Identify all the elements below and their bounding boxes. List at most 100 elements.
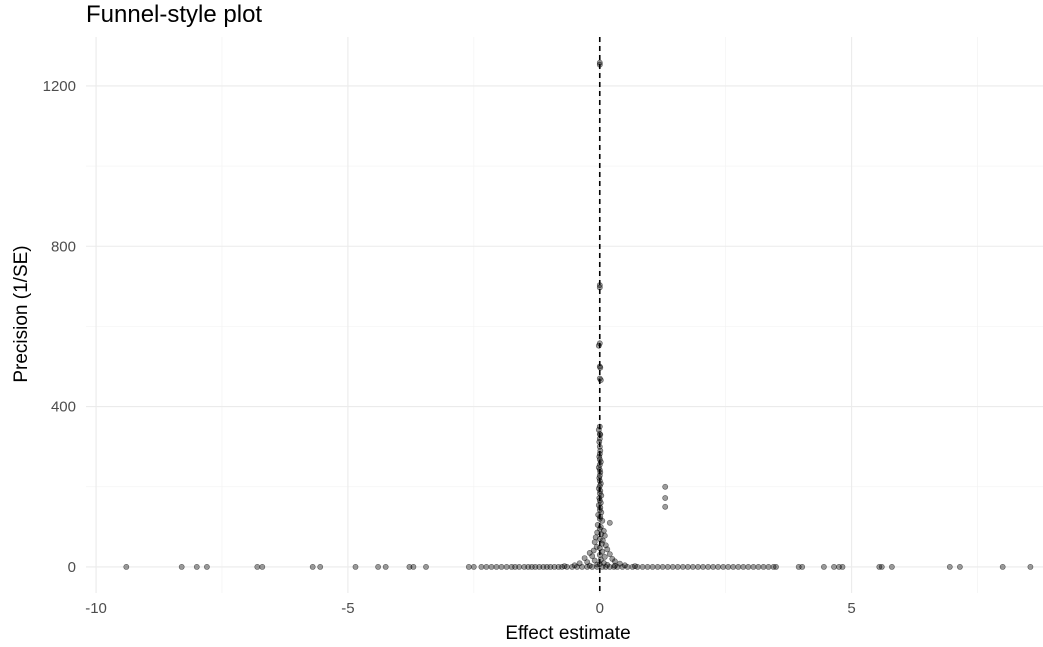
data-point xyxy=(725,564,732,570)
data-point xyxy=(662,483,669,490)
data-point xyxy=(710,564,716,570)
data-point xyxy=(601,532,608,539)
data-point xyxy=(664,564,671,570)
data-point xyxy=(589,553,596,559)
data-point xyxy=(639,564,646,570)
data-point xyxy=(755,564,762,570)
data-point xyxy=(203,564,210,570)
data-point xyxy=(606,564,613,570)
data-point xyxy=(512,564,518,570)
data-point xyxy=(685,564,691,570)
data-point xyxy=(551,564,558,570)
data-point xyxy=(634,564,641,570)
data-point xyxy=(669,564,676,570)
data-point xyxy=(574,564,580,570)
data-point xyxy=(595,342,602,349)
data-point xyxy=(597,377,604,383)
data-point xyxy=(193,564,200,570)
data-point xyxy=(878,564,885,570)
chart-title: Funnel-style plot xyxy=(86,1,262,28)
data-point xyxy=(596,552,603,558)
data-point xyxy=(569,564,575,570)
data-point xyxy=(259,564,266,570)
x-axis-title: Effect estimate xyxy=(505,623,630,644)
data-point xyxy=(700,564,706,570)
data-point xyxy=(799,564,806,570)
data-point xyxy=(821,564,827,570)
data-point xyxy=(410,564,417,570)
data-point xyxy=(624,564,631,570)
data-point xyxy=(589,564,596,570)
data-point xyxy=(423,564,429,570)
data-point xyxy=(559,564,565,570)
data-point xyxy=(498,564,505,570)
data-point xyxy=(606,519,613,526)
y-axis-tick-labels: 0 400 800 1200 xyxy=(43,78,76,576)
data-point xyxy=(596,59,603,66)
data-point xyxy=(516,564,523,570)
x-axis-tick-labels: -10 -5 0 5 xyxy=(85,600,856,617)
data-point xyxy=(662,495,669,501)
data-point xyxy=(690,564,696,570)
data-point xyxy=(629,564,636,570)
data-point xyxy=(999,564,1006,570)
x-tick-label: 5 xyxy=(847,600,855,617)
data-point xyxy=(493,564,500,570)
data-point xyxy=(547,564,554,570)
data-point xyxy=(254,564,261,570)
data-point xyxy=(478,564,485,570)
data-point xyxy=(532,564,539,570)
grid xyxy=(86,37,1043,593)
data-point xyxy=(309,564,316,570)
data-point xyxy=(760,564,767,570)
data-point xyxy=(584,564,591,570)
data-point xyxy=(946,564,953,570)
data-point xyxy=(614,564,621,570)
data-point xyxy=(662,503,669,510)
data-point xyxy=(695,564,701,570)
data-point xyxy=(596,438,603,445)
data-point xyxy=(659,564,666,570)
data-point xyxy=(602,564,609,570)
y-axis-title: Precision (1/SE) xyxy=(11,245,32,382)
data-point xyxy=(1027,564,1034,570)
data-point xyxy=(178,564,185,570)
data-point xyxy=(488,564,495,570)
data-point xyxy=(674,564,681,570)
y-tick-label: 1200 xyxy=(43,78,76,95)
data-point xyxy=(720,564,727,570)
data-point xyxy=(619,564,626,570)
data-point xyxy=(604,546,611,553)
data-point xyxy=(597,364,604,371)
data-point xyxy=(579,564,585,570)
x-tick-label: 0 xyxy=(596,600,604,617)
data-point xyxy=(715,564,721,570)
data-point xyxy=(735,564,742,570)
data-point xyxy=(599,517,606,524)
data-point xyxy=(521,564,528,570)
data-point xyxy=(375,564,381,570)
data-point xyxy=(612,558,618,565)
data-point xyxy=(470,564,477,570)
y-tick-label: 0 xyxy=(68,559,76,576)
data-point xyxy=(594,564,601,570)
data-point xyxy=(680,564,686,570)
data-point xyxy=(536,564,543,570)
data-point xyxy=(740,564,747,570)
data-point xyxy=(601,554,608,560)
data-point xyxy=(317,564,324,570)
data-point xyxy=(591,539,598,545)
x-tick-label: -10 xyxy=(85,600,107,617)
data-point xyxy=(765,564,772,570)
data-point xyxy=(889,564,895,570)
data-point xyxy=(745,564,752,570)
data-point xyxy=(596,61,603,68)
data-point xyxy=(831,564,837,570)
data-point xyxy=(352,564,359,570)
data-point xyxy=(750,564,757,570)
data-point xyxy=(581,555,588,561)
data-point xyxy=(649,564,656,570)
data-point xyxy=(596,423,603,430)
y-tick-label: 800 xyxy=(51,238,76,255)
